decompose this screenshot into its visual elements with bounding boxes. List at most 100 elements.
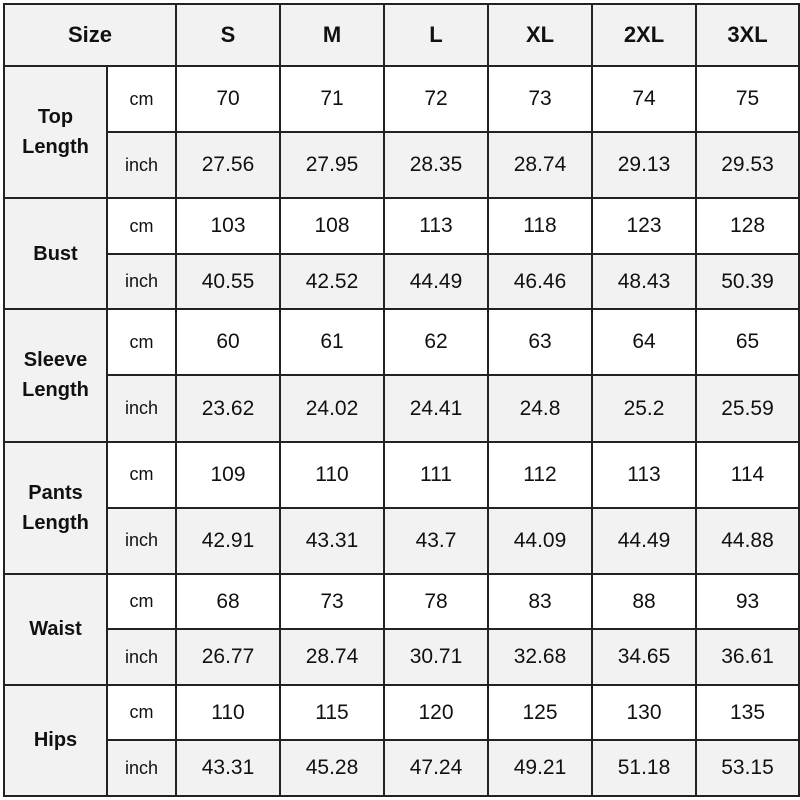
- measurement-value: 61: [279, 308, 385, 377]
- measurement-value: 24.41: [383, 374, 489, 443]
- measurement-value: 28.74: [487, 131, 593, 200]
- measurement-value: 44.49: [383, 252, 489, 311]
- measurement-value: 28.74: [279, 628, 385, 686]
- size-column-header: XL: [487, 3, 593, 67]
- unit-label: inch: [106, 252, 177, 311]
- size-column-header: 3XL: [695, 3, 800, 67]
- measurement-value: 110: [175, 683, 281, 742]
- measurement-value: 24.02: [279, 374, 385, 443]
- unit-label: cm: [106, 572, 177, 631]
- unit-label: cm: [106, 197, 177, 255]
- table-row: Top Length cm 70 71 72 73 74 75: [3, 64, 800, 200]
- measurement-value: 36.61: [695, 628, 800, 686]
- measurement-value: 42.52: [279, 252, 385, 311]
- unit-label: cm: [106, 440, 177, 509]
- measurement-value: 78: [383, 572, 489, 631]
- unit-label: cm: [106, 308, 177, 377]
- table-row: inch 40.55 42.52 44.49 46.46 48.43 50.39: [4, 252, 800, 311]
- measurement-value: 120: [383, 683, 489, 742]
- measurement-value: 70: [175, 64, 281, 134]
- measurement-value: 28.35: [383, 131, 489, 200]
- measurement-value: 25.2: [591, 374, 697, 443]
- measurement-value: 60: [175, 308, 281, 377]
- measurement-value: 113: [383, 197, 489, 255]
- measurement-label: Waist: [3, 572, 108, 686]
- measurement-value: 123: [591, 197, 697, 255]
- measurement-value: 73: [487, 64, 593, 134]
- measurement-value: 113: [591, 440, 697, 509]
- measurement-value: 63: [487, 308, 593, 377]
- measurement-value: 49.21: [487, 739, 593, 797]
- measurement-label: Hips: [3, 683, 108, 798]
- header-row: Size S M L XL 2XL 3XL: [3, 3, 800, 67]
- measurement-value: 44.88: [695, 506, 800, 575]
- unit-label: cm: [106, 64, 177, 134]
- table-row: Waist cm 68 73 78 83 88 93: [3, 572, 800, 686]
- measurement-value: 64: [591, 308, 697, 377]
- measurement-value: 46.46: [487, 252, 593, 311]
- table-row: Bust cm 103 108 113 118 123 128: [3, 197, 800, 311]
- measurement-value: 108: [279, 197, 385, 255]
- measurement-value: 24.8: [487, 374, 593, 443]
- measurement-value: 109: [175, 440, 281, 509]
- size-column-header: M: [279, 3, 385, 67]
- size-column-header: S: [175, 3, 281, 67]
- measurement-value: 62: [383, 308, 489, 377]
- measurement-value: 111: [383, 440, 489, 509]
- measurement-value: 118: [487, 197, 593, 255]
- measurement-value: 44.09: [487, 506, 593, 575]
- measurement-value: 68: [175, 572, 281, 631]
- measurement-value: 125: [487, 683, 593, 742]
- measurement-value: 42.91: [175, 506, 281, 575]
- measurement-value: 29.13: [591, 131, 697, 200]
- size-column-header: L: [383, 3, 489, 67]
- table-row: Sleeve Length cm 60 61 62 63 64 65: [3, 308, 800, 443]
- measurement-value: 74: [591, 64, 697, 134]
- measurement-value: 32.68: [487, 628, 593, 686]
- measurement-value: 27.56: [175, 131, 281, 200]
- measurement-value: 43.7: [383, 506, 489, 575]
- measurement-value: 45.28: [279, 739, 385, 797]
- table-row: inch 26.77 28.74 30.71 32.68 34.65 36.61: [4, 628, 800, 686]
- unit-label: cm: [106, 683, 177, 742]
- unit-label: inch: [106, 739, 177, 797]
- size-chart-table: Size S M L XL 2XL 3XL Top Length cm 70 71 72 73 74 75…: [3, 3, 800, 798]
- measurement-value: 43.31: [279, 506, 385, 575]
- table-row: inch 27.56 27.95 28.35 28.74 29.13 29.53: [4, 131, 800, 200]
- table-row: Hips cm 110 115 120 125 130 135: [3, 683, 800, 798]
- measurement-value: 73: [279, 572, 385, 631]
- measurement-value: 53.15: [695, 739, 800, 797]
- table-row: inch 43.31 45.28 47.24 49.21 51.18 53.15: [4, 739, 800, 797]
- measurement-value: 65: [695, 308, 800, 377]
- measurement-value: 25.59: [695, 374, 800, 443]
- unit-label: inch: [106, 374, 177, 443]
- measurement-value: 110: [279, 440, 385, 509]
- measurement-value: 130: [591, 683, 697, 742]
- measurement-value: 128: [695, 197, 800, 255]
- measurement-value: 34.65: [591, 628, 697, 686]
- measurement-value: 44.49: [591, 506, 697, 575]
- measurement-value: 103: [175, 197, 281, 255]
- measurement-value: 26.77: [175, 628, 281, 686]
- measurement-value: 48.43: [591, 252, 697, 311]
- measurement-label: Sleeve Length: [3, 308, 108, 443]
- unit-label: inch: [106, 628, 177, 686]
- measurement-value: 83: [487, 572, 593, 631]
- measurement-value: 72: [383, 64, 489, 134]
- measurement-value: 47.24: [383, 739, 489, 797]
- table-row: Pants Length cm 109 110 111 112 113 114: [3, 440, 800, 575]
- size-column-header: 2XL: [591, 3, 697, 67]
- measurement-value: 40.55: [175, 252, 281, 311]
- measurement-value: 23.62: [175, 374, 281, 443]
- measurement-value: 71: [279, 64, 385, 134]
- measurement-label: Bust: [3, 197, 108, 311]
- unit-label: inch: [106, 131, 177, 200]
- measurement-value: 93: [695, 572, 800, 631]
- measurement-label: Top Length: [3, 64, 108, 200]
- measurement-value: 27.95: [279, 131, 385, 200]
- measurement-value: 135: [695, 683, 800, 742]
- measurement-value: 43.31: [175, 739, 281, 797]
- measurement-value: 75: [695, 64, 800, 134]
- measurement-value: 29.53: [695, 131, 800, 200]
- measurement-value: 112: [487, 440, 593, 509]
